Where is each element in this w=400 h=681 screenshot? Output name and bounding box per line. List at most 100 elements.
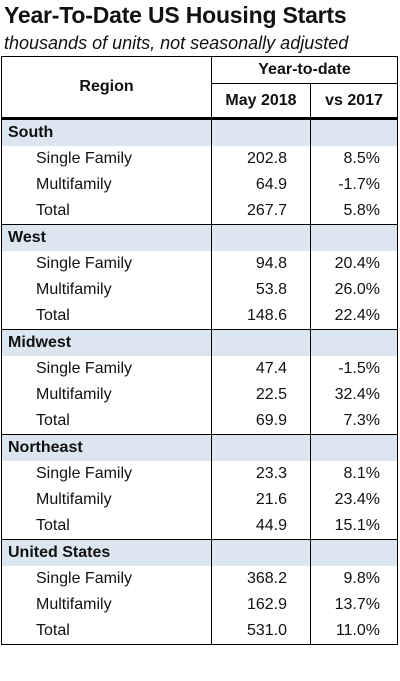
region-blank-change — [310, 224, 398, 251]
row-value-cell: 94.8 — [211, 251, 311, 277]
row-change: 5.8% — [343, 202, 380, 219]
table-row: Total 267.7 5.8% — [1, 198, 398, 225]
row-value-cell: 21.6 — [211, 487, 311, 513]
row-change-cell: 11.0% — [310, 618, 398, 645]
table-row: Multifamily 21.6 23.4% — [1, 487, 398, 513]
row-change: 8.5% — [343, 150, 380, 167]
header-may-2018: May 2018 — [211, 83, 311, 120]
row-label: Total — [1, 198, 212, 225]
row-value-cell: 162.9 — [211, 592, 311, 618]
region-blank-value — [211, 118, 311, 146]
row-change-cell: -1.5% — [310, 356, 398, 382]
row-value: 202.8 — [246, 150, 287, 167]
row-value: 162.9 — [246, 596, 287, 613]
table-row: Multifamily 22.5 32.4% — [1, 382, 398, 408]
row-label: Single Family — [1, 461, 212, 487]
region-row-west: West — [1, 224, 398, 251]
row-change-cell: 8.5% — [310, 146, 398, 172]
row-label: Multifamily — [1, 382, 212, 408]
region-name: Northeast — [1, 434, 212, 461]
row-value: 94.8 — [255, 255, 287, 272]
region-blank-value — [211, 434, 311, 461]
row-change-cell: 8.1% — [310, 461, 398, 487]
region-name: West — [1, 224, 212, 251]
row-value: 531.0 — [246, 622, 287, 639]
table-row: Total 531.0 11.0% — [1, 618, 398, 645]
row-change: -1.7% — [338, 176, 380, 193]
region-row-united-states: United States — [1, 539, 398, 566]
page-title: Year-To-Date US Housing Starts — [4, 2, 347, 28]
region-blank-value — [211, 539, 311, 566]
region-row-south: South — [1, 118, 398, 146]
table-row: Multifamily 53.8 26.0% — [1, 277, 398, 303]
region-blank-value — [211, 224, 311, 251]
page-subtitle: thousands of units, not seasonally adjus… — [4, 33, 349, 53]
row-change-cell: 7.3% — [310, 408, 398, 435]
row-change: 11.0% — [335, 622, 380, 639]
row-change-cell: 5.8% — [310, 198, 398, 225]
table-row: Single Family 47.4 -1.5% — [1, 356, 398, 382]
row-label: Single Family — [1, 566, 212, 592]
table-row: Single Family 23.3 8.1% — [1, 461, 398, 487]
region-row-midwest: Midwest — [1, 329, 398, 356]
row-value-cell: 202.8 — [211, 146, 311, 172]
row-label: Single Family — [1, 146, 212, 172]
row-label: Multifamily — [1, 277, 212, 303]
row-label: Total — [1, 618, 212, 645]
table-row: Total 44.9 15.1% — [1, 513, 398, 540]
row-value-cell: 47.4 — [211, 356, 311, 382]
row-change: 8.1% — [343, 465, 380, 482]
row-change: 32.4% — [334, 386, 380, 403]
row-change-cell: 15.1% — [310, 513, 398, 540]
header-year-to-date: Year-to-date — [211, 56, 398, 84]
row-value: 22.5 — [255, 386, 287, 403]
row-change: 9.8% — [343, 570, 380, 587]
header-vs-2017: vs 2017 — [310, 83, 398, 120]
table-row: Multifamily 162.9 13.7% — [1, 592, 398, 618]
row-change: 13.7% — [334, 596, 380, 613]
row-change-cell: 22.4% — [310, 303, 398, 330]
header-region: Region — [1, 56, 212, 120]
table-row: Total 148.6 22.4% — [1, 303, 398, 330]
row-value: 53.8 — [255, 281, 287, 298]
row-value-cell: 267.7 — [211, 198, 311, 225]
row-value-cell: 64.9 — [211, 172, 311, 198]
row-value-cell: 23.3 — [211, 461, 311, 487]
region-blank-change — [310, 434, 398, 461]
region-blank-change — [310, 329, 398, 356]
row-value-cell: 69.9 — [211, 408, 311, 435]
table-body: South Single Family 202.8 8.5% Multifamily 64… — [1, 118, 398, 645]
region-blank-value — [211, 329, 311, 356]
region-row-northeast: Northeast — [1, 434, 398, 461]
table-row: Single Family 368.2 9.8% — [1, 566, 398, 592]
row-value: 47.4 — [255, 360, 287, 377]
row-change: 7.3% — [343, 412, 380, 429]
row-change-cell: -1.7% — [310, 172, 398, 198]
table-row: Multifamily 64.9 -1.7% — [1, 172, 398, 198]
row-change: 15.1% — [334, 517, 380, 534]
row-label: Multifamily — [1, 487, 212, 513]
row-change: 20.4% — [334, 255, 380, 272]
row-label: Total — [1, 408, 212, 435]
row-value: 21.6 — [255, 491, 287, 508]
region-name: Midwest — [1, 329, 212, 356]
row-value: 69.9 — [255, 412, 287, 429]
row-value: 148.6 — [246, 307, 287, 324]
row-value-cell: 148.6 — [211, 303, 311, 330]
row-change: 26.0% — [334, 281, 380, 298]
row-value: 368.2 — [246, 570, 287, 587]
row-change-cell: 26.0% — [310, 277, 398, 303]
row-value-cell: 22.5 — [211, 382, 311, 408]
row-change-cell: 13.7% — [310, 592, 398, 618]
row-change-cell: 20.4% — [310, 251, 398, 277]
row-label: Single Family — [1, 251, 212, 277]
table-row: Single Family 202.8 8.5% — [1, 146, 398, 172]
row-change-cell: 32.4% — [310, 382, 398, 408]
region-blank-change — [310, 539, 398, 566]
row-label: Total — [1, 303, 212, 330]
row-change-cell: 23.4% — [310, 487, 398, 513]
row-value-cell: 53.8 — [211, 277, 311, 303]
row-value-cell: 531.0 — [211, 618, 311, 645]
row-change: -1.5% — [338, 360, 380, 377]
